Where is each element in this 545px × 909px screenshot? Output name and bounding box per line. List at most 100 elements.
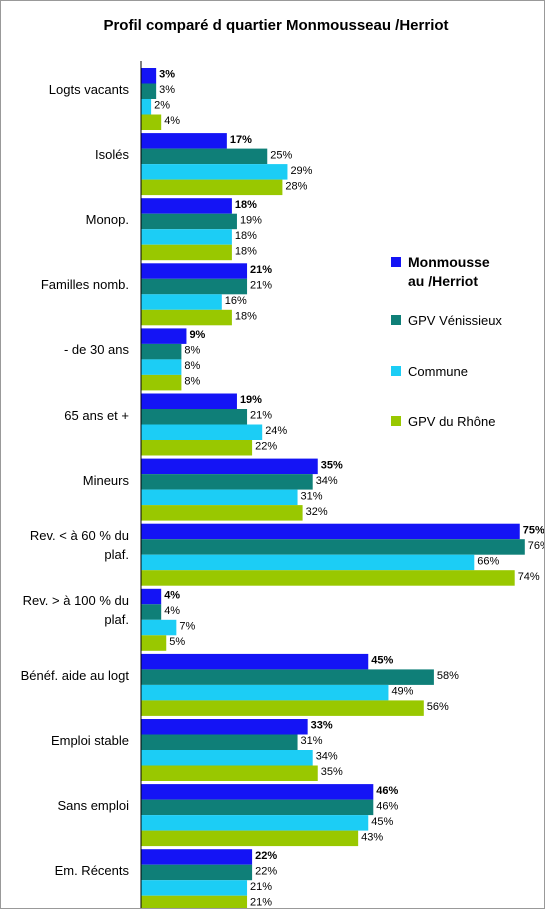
bar [141,148,268,165]
legend-label: GPV Vénissieux [408,313,502,328]
category-label: Isolés [95,147,129,163]
bar [141,359,182,375]
value-label: 18% [235,230,257,242]
category-label: Monop. [85,212,129,228]
category-label: Bénéf. aide au logt [20,667,129,683]
category-label: Familles nomb. [40,277,129,293]
category-label: Rev. > à 100 % du plaf. [22,593,129,628]
value-label: 75% [523,524,545,536]
bar [141,635,167,651]
bar [141,684,389,701]
value-label: 5% [169,636,185,648]
value-label: 18% [235,199,257,211]
value-label: 76% [528,540,545,552]
value-label: 58% [437,670,459,682]
bar [141,328,187,344]
bar [141,604,162,620]
bar [141,343,182,360]
value-label: 8% [184,345,200,357]
bar [141,424,263,440]
value-label: 2% [154,100,170,112]
bar [141,278,248,295]
value-label: 7% [179,620,195,632]
value-label: 22% [255,865,277,877]
bar [141,523,520,540]
category-label: Sans emploi [57,798,129,814]
bar [141,830,359,847]
value-label: 46% [376,785,398,797]
value-label: 45% [371,816,393,828]
bar [141,719,308,735]
value-label: 17% [230,134,252,146]
bar [141,619,177,636]
value-label: 9% [189,329,205,341]
value-label: 31% [301,735,323,747]
bar [141,750,313,766]
chart-title: Profil comparé d quartier Monmousseau /H… [103,17,449,34]
bar [141,505,303,521]
value-label: 32% [306,506,328,518]
value-label: 74% [518,571,540,583]
bar [141,799,374,816]
bar [141,570,515,586]
bar [141,849,253,865]
bar [141,263,248,279]
bar [141,458,318,475]
legend-swatch [391,257,401,267]
bar [141,653,369,670]
bar [141,700,424,716]
category-label: Logts vacants [48,82,129,97]
category-label: Em. Récents [54,863,129,879]
value-label: 35% [321,766,343,778]
value-label: 21% [250,410,272,422]
value-label: 8% [184,376,200,388]
value-label: 18% [235,310,257,322]
value-label: 8% [184,360,200,372]
bar [141,734,298,750]
value-label: 22% [255,850,277,862]
value-label: 4% [164,589,180,601]
bar [141,83,157,99]
value-label: 21% [250,896,272,908]
bar [141,179,283,196]
value-label: 19% [240,394,262,406]
value-label: 3% [159,84,175,96]
value-label: 33% [311,720,333,732]
value-label: 3% [159,69,175,81]
value-label: 29% [290,165,312,177]
bar [141,489,298,506]
value-label: 31% [301,490,323,502]
bar [141,99,152,115]
value-label: 21% [250,881,272,893]
value-label: 49% [391,686,413,698]
value-label: 28% [285,180,307,192]
bar [141,198,232,214]
value-label: 18% [235,245,257,257]
value-label: 43% [361,831,383,843]
bar [141,554,475,571]
category-label: - de 30 ans [63,342,129,358]
value-label: 45% [371,655,393,667]
value-label: 4% [164,115,180,127]
legend-label: Monmousse au /Herriot [408,254,490,289]
legend-label: GPV du Rhône [408,414,496,429]
value-label: 66% [477,555,499,567]
bar [141,815,369,831]
bar [141,164,288,180]
value-label: 34% [316,475,338,487]
value-label: 21% [250,264,272,276]
legend-label: Commune [408,364,468,379]
value-label: 56% [427,701,449,713]
value-label: 24% [265,425,287,437]
bar [141,294,222,310]
bar [141,393,237,409]
value-label: 46% [376,800,398,812]
bar [141,114,162,130]
legend-swatch [391,416,401,426]
bar [141,309,232,326]
bar [141,474,313,490]
category-label: Rev. < à 60 % du plaf. [29,528,129,563]
bar [141,880,248,896]
value-label: 25% [270,149,292,161]
